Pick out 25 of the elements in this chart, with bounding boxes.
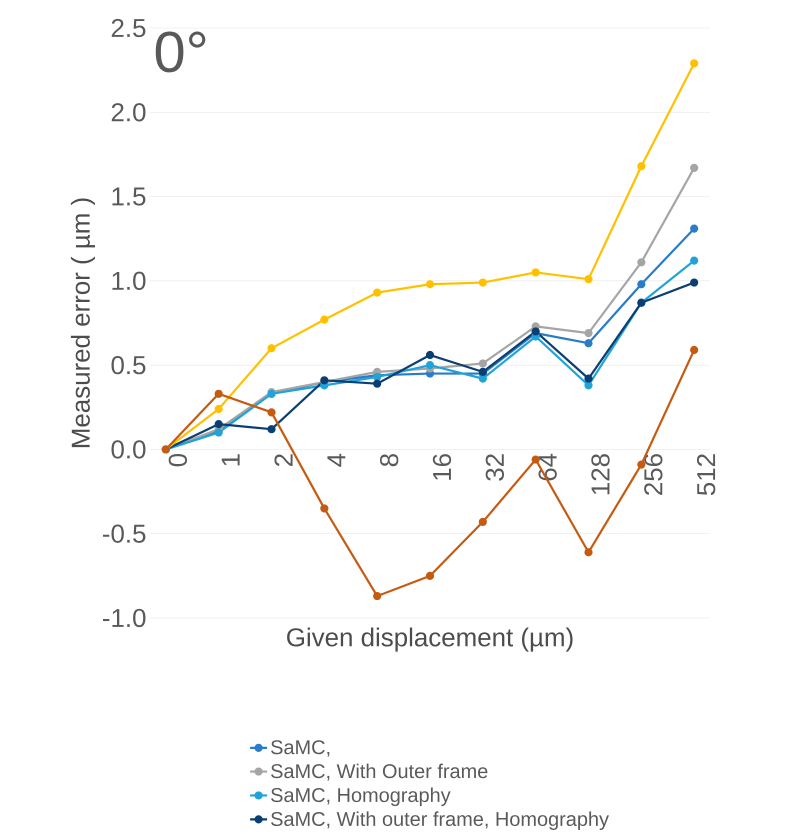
x-tick-label: 256 <box>644 454 662 495</box>
x-tick-label: 128 <box>591 454 610 494</box>
x-tick-label: 8 <box>380 454 398 466</box>
legend-label: SaMC, With Outer frame <box>271 764 488 781</box>
y-tick-label: -1.0 <box>103 608 146 628</box>
x-axis-title: Given displacement (µm) <box>287 628 573 652</box>
y-tick-label: 1.0 <box>112 272 146 290</box>
chart-title: 0° <box>156 32 206 72</box>
y-tick-label: 0.0 <box>111 440 146 459</box>
legend-label: SaMC, With outer frame, Homography <box>271 811 609 830</box>
y-tick-label: 1.5 <box>112 188 146 206</box>
y-tick-label: 0.5 <box>111 356 146 374</box>
y-tick-label: 2.0 <box>112 103 146 122</box>
x-tick-label: 32 <box>486 454 504 481</box>
x-tick-label: 1 <box>222 454 240 466</box>
x-tick-label: 16 <box>432 454 452 480</box>
y-tick-label: 2.5 <box>112 18 146 38</box>
x-tick-label: 0 <box>168 454 188 466</box>
x-tick-label: 4 <box>327 454 346 467</box>
x-tick-label: 512 <box>696 454 716 496</box>
legend-label: SaMC, <box>271 740 330 757</box>
y-axis-title: Measured error ( µm ) <box>70 198 96 448</box>
y-tick-label: -0.5 <box>103 524 146 543</box>
x-tick-label: 2 <box>274 454 293 466</box>
legend-label: SaMC, Homography <box>271 787 451 806</box>
